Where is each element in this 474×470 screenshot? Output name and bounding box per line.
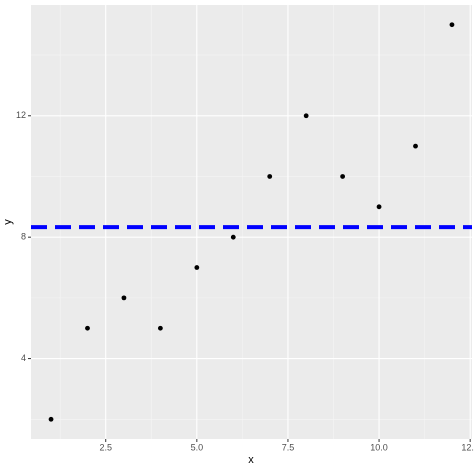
point (194, 265, 200, 270)
point (303, 113, 309, 119)
x-axis-title: x (248, 454, 254, 466)
y-tick-label: 12 (16, 110, 26, 120)
point (157, 325, 163, 331)
x-tick-label: 7.5 (282, 442, 295, 452)
y-tick-label: 8 (21, 232, 26, 242)
x-tick-label: 12.5 (461, 442, 474, 452)
point (48, 416, 54, 422)
y-axis-title: y (2, 219, 14, 225)
point (340, 174, 346, 179)
y-tick-label: 4 (21, 353, 26, 363)
point (413, 143, 418, 149)
point (267, 174, 273, 179)
point (230, 234, 236, 240)
point (121, 295, 127, 301)
x-tick-label: 10.0 (370, 442, 388, 452)
x-tick-label: 2.5 (99, 442, 112, 452)
point (449, 22, 455, 28)
panel (31, 5, 472, 439)
x-tick-label: 5.0 (191, 442, 204, 452)
point (85, 325, 90, 331)
point (376, 204, 382, 210)
